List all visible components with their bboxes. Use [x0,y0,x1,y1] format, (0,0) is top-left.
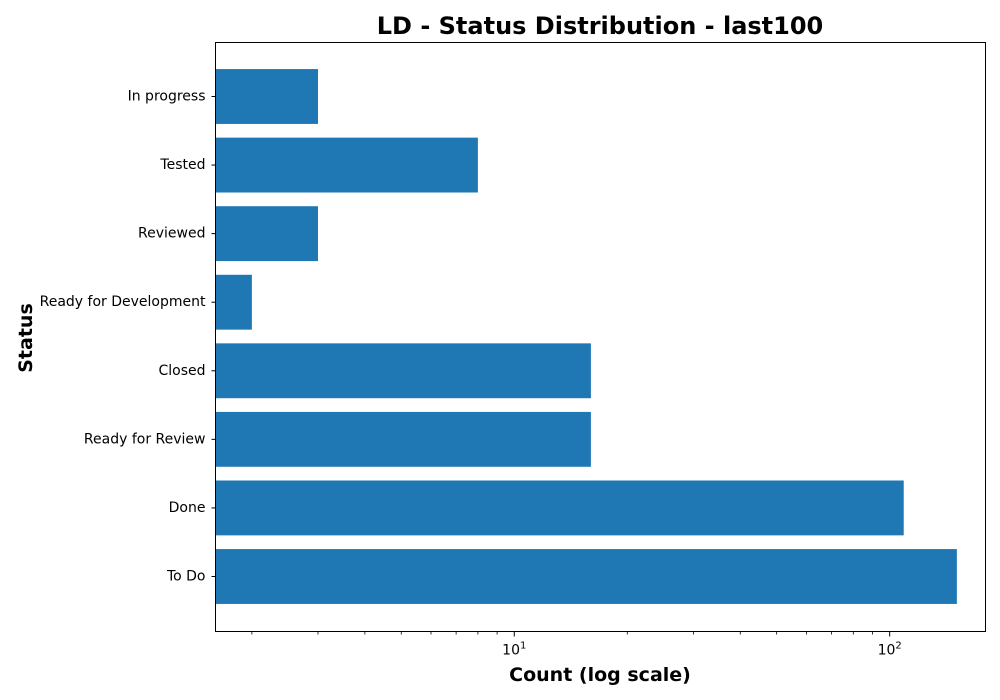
bar-closed [215,343,591,399]
bar-ready-for-review [215,411,591,467]
bar-done [215,480,904,536]
y-axis-label: Status [15,303,37,373]
y-tick-label-reviewed: Reviewed [138,226,205,242]
bar-ready-for-development [215,274,252,330]
axis-ticks-group: In progress Tested Reviewed Ready for Devel… [40,89,902,659]
x-tick-label-0: 101 [502,641,526,659]
y-tick-label-tested: Tested [159,157,205,173]
bar-tested [215,137,478,193]
y-tick-label-to-do: To Do [166,569,206,585]
x-tick-label-1: 102 [878,641,902,659]
y-tick-label-closed: Closed [158,363,205,379]
y-tick-label-ready-for-development: Ready for Development [40,294,206,310]
chart-title: LD - Status Distribution - last100 [377,12,824,40]
bars-group [215,69,957,604]
y-tick-label-ready-for-review: Ready for Review [84,431,206,447]
plot-frame [215,42,986,632]
bar-in-progress [215,69,318,124]
bar-to-do [215,549,957,604]
y-tick-label-in-progress: In progress [128,89,206,105]
bar-reviewed [215,206,318,262]
x-axis-label: Count (log scale) [509,664,691,686]
y-tick-label-done: Done [169,500,206,516]
